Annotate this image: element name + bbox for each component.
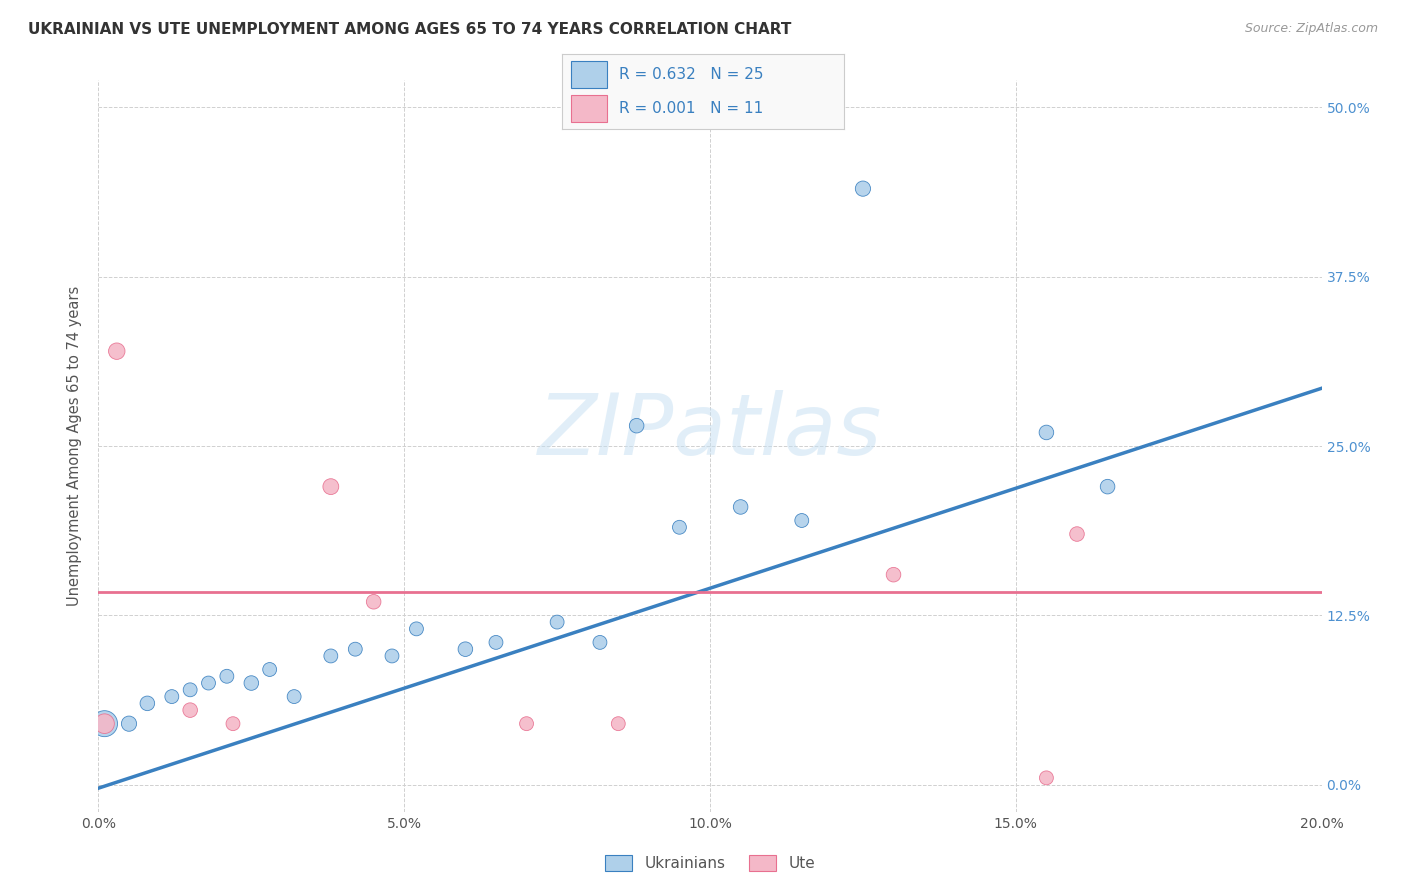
Point: [197, 676, 219, 690]
Y-axis label: Unemployment Among Ages 65 to 74 years: Unemployment Among Ages 65 to 74 years: [67, 285, 83, 607]
Point: [852, 181, 875, 195]
Point: [93, 716, 115, 731]
Point: [118, 716, 141, 731]
Point: [319, 480, 342, 494]
Point: [1066, 527, 1088, 541]
Point: [668, 520, 690, 534]
Point: [179, 703, 201, 717]
Point: [626, 418, 648, 433]
Point: [240, 676, 263, 690]
Point: [790, 514, 813, 528]
Text: R = 0.632   N = 25: R = 0.632 N = 25: [619, 67, 763, 82]
Bar: [571, 95, 607, 122]
Text: Source: ZipAtlas.com: Source: ZipAtlas.com: [1244, 22, 1378, 36]
Point: [1035, 771, 1057, 785]
Text: ZIPatlas: ZIPatlas: [538, 390, 882, 473]
Text: R = 0.001   N = 11: R = 0.001 N = 11: [619, 102, 763, 116]
Point: [589, 635, 612, 649]
Point: [259, 663, 281, 677]
Point: [883, 567, 905, 582]
Point: [730, 500, 752, 514]
Point: [222, 716, 245, 731]
Point: [454, 642, 477, 657]
Point: [283, 690, 305, 704]
Point: [1035, 425, 1057, 440]
Point: [319, 648, 342, 663]
Point: [381, 648, 404, 663]
Point: [405, 622, 427, 636]
Point: [363, 595, 385, 609]
Point: [485, 635, 508, 649]
Point: [344, 642, 367, 657]
Point: [160, 690, 183, 704]
Point: [105, 344, 128, 359]
Point: [136, 697, 159, 711]
Point: [1097, 480, 1119, 494]
Legend: Ukrainians, Ute: Ukrainians, Ute: [599, 849, 821, 877]
Point: [215, 669, 238, 683]
Point: [93, 716, 115, 731]
Point: [179, 682, 201, 697]
Text: UKRAINIAN VS UTE UNEMPLOYMENT AMONG AGES 65 TO 74 YEARS CORRELATION CHART: UKRAINIAN VS UTE UNEMPLOYMENT AMONG AGES…: [28, 22, 792, 37]
Bar: [571, 62, 607, 87]
Point: [546, 615, 568, 629]
Point: [516, 716, 538, 731]
Point: [607, 716, 630, 731]
